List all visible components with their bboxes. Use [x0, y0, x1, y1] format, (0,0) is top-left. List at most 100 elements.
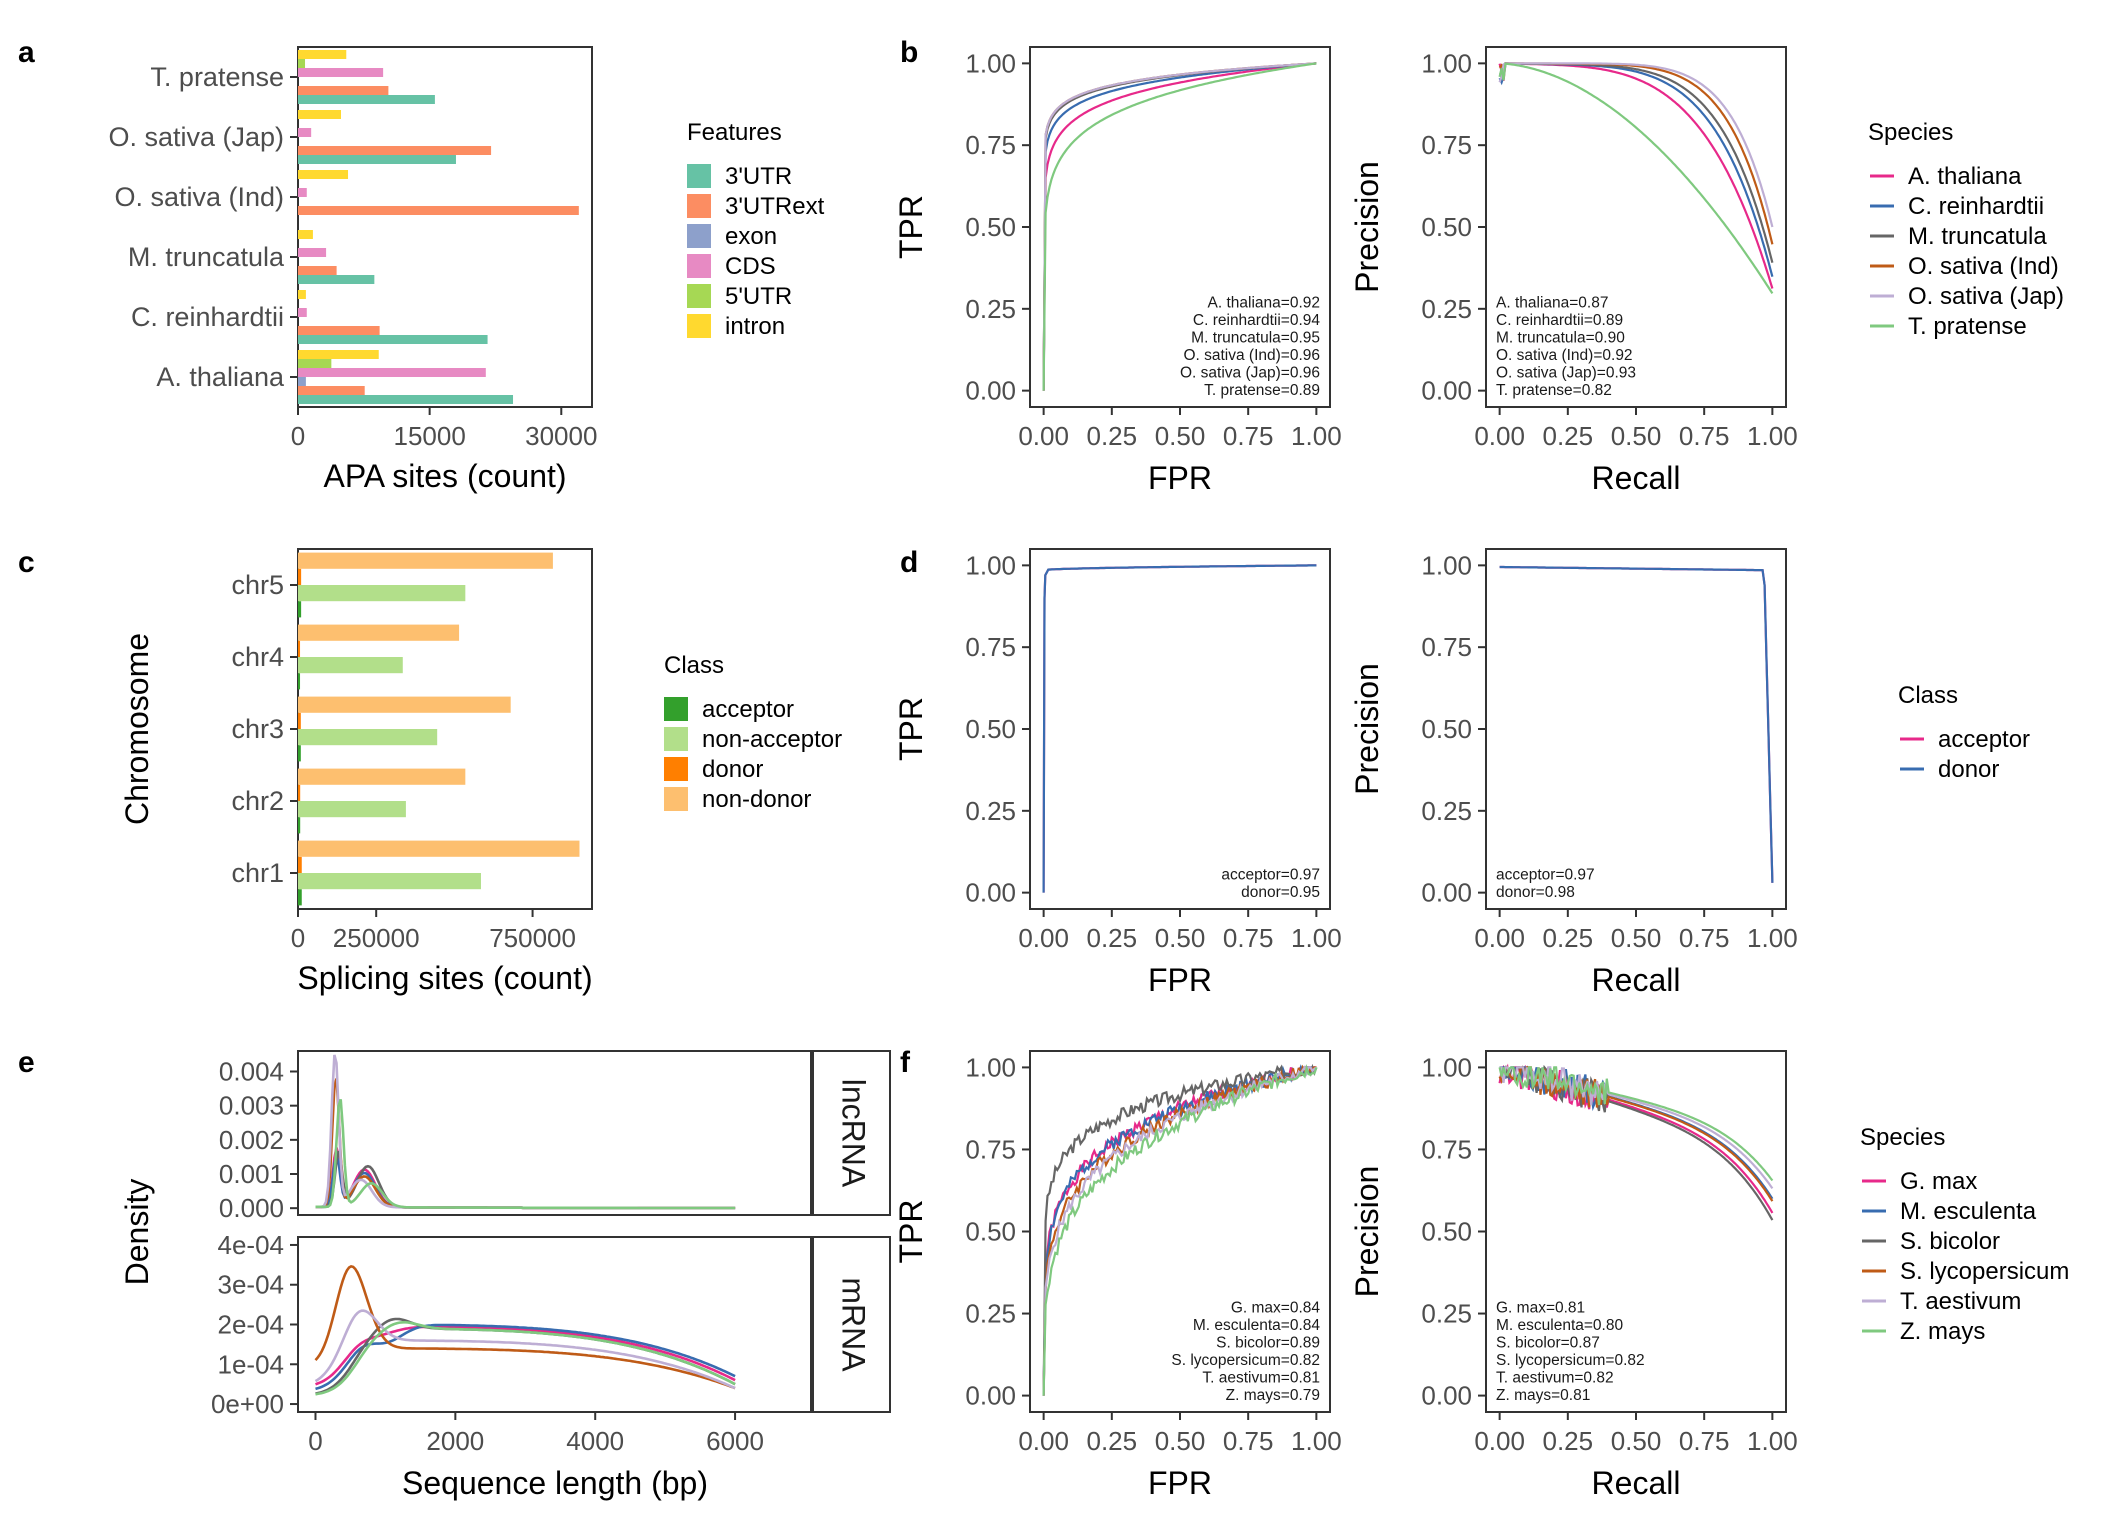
bar — [298, 873, 481, 890]
legend-label: C. reinhardtii — [1908, 193, 2044, 220]
y-tick-label: 1.00 — [965, 550, 1016, 580]
legend-label: T. aestivum — [1900, 1288, 2021, 1315]
bar — [298, 266, 337, 275]
annotation-label: M. esculenta=0.80 — [1496, 1317, 1623, 1334]
annotation-label: donor=0.95 — [1241, 884, 1320, 901]
y-tick-label: 1.00 — [1421, 550, 1472, 580]
plot-frame — [297, 46, 593, 408]
bar — [298, 368, 486, 377]
y-tick-label: 0.25 — [965, 294, 1016, 324]
y-tick-label: 0.50 — [1421, 1217, 1472, 1247]
facet-frame — [297, 1050, 813, 1216]
legend-swatch — [687, 314, 711, 338]
panel-c-bar-chart: chr1 chr2 chr3 chr4 chr5 0 250000 750000 Splicin… — [119, 548, 842, 996]
x-tick-label: 0.00 — [1018, 421, 1069, 451]
legend-label: acceptor — [702, 696, 794, 723]
series-line — [1498, 62, 1774, 295]
density-line — [315, 1325, 736, 1386]
x-axis-title: FPR — [1148, 1465, 1212, 1501]
bar — [298, 889, 302, 906]
x-tick-label: 0.50 — [1611, 1426, 1662, 1456]
y-tick-label: C. reinhardtii — [131, 302, 284, 332]
panel-f-pr-chart: 0.000.00 0.25 0.25 0.50 0.50 0.75 0.75 1.00 1.00… — [1349, 1050, 2069, 1501]
series-line — [1498, 62, 1774, 228]
x-tick-label: 0.50 — [1155, 1426, 1206, 1456]
y-tick-label: 0.25 — [965, 796, 1016, 826]
y-tick-label: 0.00 — [1421, 878, 1472, 908]
bar — [298, 290, 306, 299]
y-tick-label: 0.00 — [1421, 376, 1472, 406]
y-tick-label: 0.50 — [965, 1217, 1016, 1247]
bar — [298, 377, 306, 386]
x-tick-label: 0.75 — [1223, 923, 1274, 953]
series-line — [1499, 565, 1774, 883]
panel-d-pr-chart: 0.000.00 0.25 0.25 0.50 0.50 0.75 0.75 1.00 1.00… — [1349, 548, 2030, 998]
legend-label: exon — [725, 223, 777, 250]
bar — [298, 170, 349, 179]
legend-label: intron — [725, 313, 785, 340]
legend-swatch — [687, 194, 711, 218]
annotation-label: donor=0.98 — [1496, 884, 1575, 901]
x-tick-label: 1.00 — [1291, 923, 1342, 953]
annotation-label: T. pratense=0.89 — [1204, 382, 1320, 399]
series-line — [1042, 62, 1317, 391]
panel-letter-c: c — [18, 546, 35, 579]
bar — [298, 275, 375, 284]
annotation-label: G. max=0.81 — [1496, 1300, 1585, 1317]
y-tick-label: chr1 — [231, 858, 284, 888]
panel-b-pr-chart: 0.000.00 0.25 0.25 0.50 0.50 0.75 0.75 1.00 1.00… — [1349, 46, 2064, 496]
x-tick-label: 0.25 — [1087, 1426, 1138, 1456]
y-tick-label: 1.00 — [1421, 48, 1472, 78]
annotation-label: Z. mays=0.79 — [1226, 1387, 1320, 1404]
bar — [298, 386, 365, 395]
bar — [298, 640, 301, 657]
annotation-label: acceptor=0.97 — [1221, 867, 1320, 884]
density-line — [314, 1309, 736, 1390]
y-tick-label: chr3 — [231, 714, 284, 744]
annotation-label: A. thaliana=0.92 — [1208, 295, 1320, 312]
annotation-label: C. reinhardtii=0.94 — [1193, 312, 1320, 329]
y-tick-label: 0.00 — [965, 878, 1016, 908]
x-tick-label: 1.00 — [1291, 421, 1342, 451]
bar — [298, 359, 332, 368]
bar — [298, 110, 342, 119]
x-tick-label: 0.25 — [1543, 421, 1594, 451]
bar — [298, 59, 306, 68]
x-tick-label: 0.75 — [1223, 1426, 1274, 1456]
legend-label: M. esculenta — [1900, 1198, 2037, 1225]
y-axis-title: Precision — [1349, 663, 1385, 795]
y-tick-label: 1.00 — [1421, 1052, 1472, 1082]
panel-letter-f: f — [900, 1046, 911, 1079]
facet-strip — [811, 1236, 891, 1413]
annotation-label: O. sativa (Jap)=0.93 — [1496, 365, 1636, 382]
x-tick-label: 0.25 — [1087, 923, 1138, 953]
y-tick-label: 3e-04 — [218, 1270, 285, 1300]
legend-label: M. truncatula — [1908, 223, 2047, 250]
x-tick-label: 1.00 — [1291, 1426, 1342, 1456]
annotation-label: C. reinhardtii=0.89 — [1496, 312, 1623, 329]
x-tick-label: 0.75 — [1223, 421, 1274, 451]
legend-swatch — [664, 727, 688, 751]
x-tick-label: 0.75 — [1679, 923, 1730, 953]
bar — [298, 395, 514, 404]
legend-label: non-donor — [702, 786, 811, 813]
bar — [298, 86, 389, 95]
y-axis-title: TPR — [893, 697, 929, 761]
x-tick-label: 1.00 — [1747, 421, 1798, 451]
series-line — [1042, 1065, 1318, 1396]
bar — [298, 768, 466, 785]
panel-letter-e: e — [18, 1046, 35, 1079]
legend-title: Features — [687, 119, 782, 146]
y-tick-label: 0.75 — [1421, 130, 1472, 160]
annotation-label: A. thaliana=0.87 — [1496, 295, 1608, 312]
y-tick-label: 0.50 — [1421, 714, 1472, 744]
bar — [298, 840, 580, 857]
y-tick-label: M. truncatula — [128, 242, 285, 272]
x-tick-label: 1.00 — [1747, 1426, 1798, 1456]
x-tick-label: 0.00 — [1474, 923, 1525, 953]
bar — [298, 801, 406, 818]
density-line — [314, 1265, 736, 1390]
x-tick-label: 0 — [308, 1426, 322, 1456]
x-tick-label: 1.00 — [1747, 923, 1798, 953]
